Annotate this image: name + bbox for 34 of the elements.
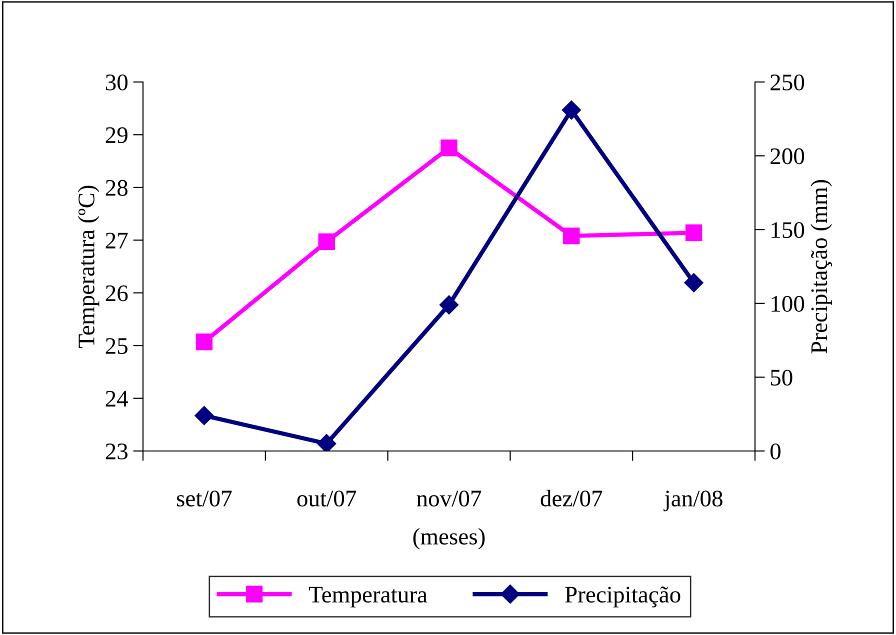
y-tick-label: 28 — [106, 180, 128, 196]
point — [562, 100, 581, 120]
x-tick-label: nov/07 — [416, 490, 482, 507]
point — [684, 273, 704, 292]
point — [563, 228, 580, 244]
y-tick-label: 26 — [106, 285, 128, 302]
y-axis-title: Temperatura (ºC) — [78, 186, 100, 348]
legend-label: Temperatura — [308, 586, 428, 608]
y2-axis-title: Precipitação (mm) — [810, 180, 832, 354]
point — [196, 334, 213, 350]
x-tick-label: set/07 — [176, 490, 232, 507]
x-tick-label: jan/08 — [664, 490, 722, 512]
point — [685, 224, 702, 242]
y2-tick-label: 0 — [770, 443, 780, 460]
x-tick-label: out/07 — [297, 490, 356, 507]
y2-tick-label: 100 — [772, 296, 804, 312]
y2-tick-label: 250 — [770, 74, 804, 90]
y-tick-label: 23 — [106, 444, 128, 460]
point — [439, 295, 459, 314]
y2-tick-label: 150 — [772, 222, 804, 238]
x-axis-title: (meses) — [413, 528, 485, 550]
point — [440, 140, 458, 156]
y2-tick-label: 50 — [770, 370, 792, 386]
legend-label: Precipitação — [565, 586, 680, 608]
point — [194, 406, 214, 426]
y-tick-label: 30 — [106, 74, 128, 90]
x-tick-label: dez/07 — [540, 490, 602, 507]
y-tick-label: 25 — [106, 338, 128, 354]
y-tick-label: 24 — [106, 390, 128, 406]
y-tick-label: 29 — [106, 127, 128, 144]
point — [318, 233, 335, 250]
y2-tick-label: 200 — [770, 148, 804, 164]
point — [317, 434, 336, 451]
y-tick-label: 27 — [106, 232, 128, 248]
